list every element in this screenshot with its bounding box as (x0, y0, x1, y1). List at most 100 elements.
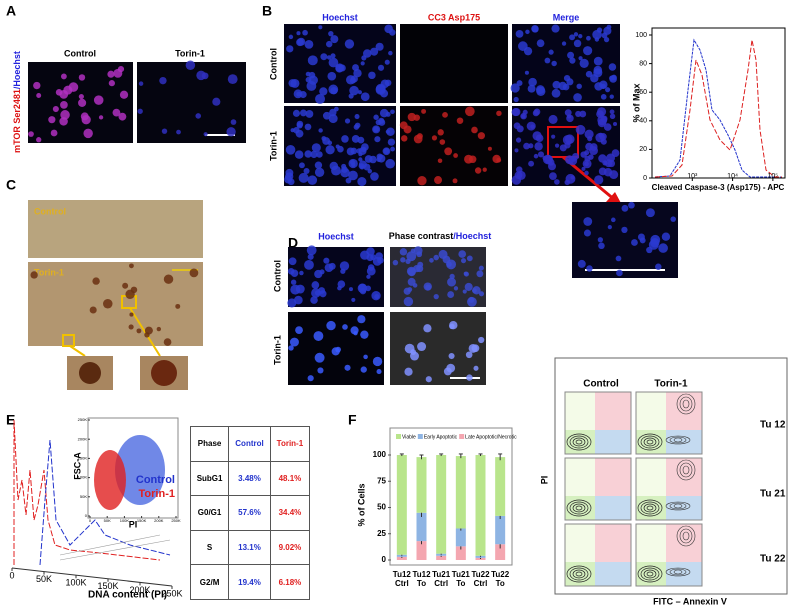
cell (310, 150, 318, 159)
cell (354, 114, 360, 120)
contour (669, 502, 687, 510)
cell (533, 153, 539, 159)
contour (673, 503, 683, 509)
y-tick-label: 75 (377, 476, 386, 485)
cell (339, 261, 350, 271)
label-part: /Hoechst (12, 51, 22, 89)
quadrant (565, 496, 595, 520)
x-tick-label: Tu22 Ctrl (471, 570, 490, 588)
cell (299, 270, 304, 276)
y-tick-label: 150K (78, 455, 88, 460)
cell (612, 121, 618, 127)
y-tick-label: 0 (85, 513, 88, 518)
cell (537, 151, 545, 158)
cell (516, 170, 526, 180)
cell (444, 147, 453, 156)
cell (599, 133, 607, 141)
cell (496, 110, 502, 117)
plot-frame (635, 523, 703, 587)
cell (458, 250, 467, 258)
cell (433, 254, 439, 261)
contour (669, 568, 687, 576)
cell (284, 175, 293, 184)
cell (583, 229, 591, 237)
cell (195, 113, 202, 119)
panel-label: D (288, 235, 298, 251)
axis-label: FITC – Annexin V (653, 596, 727, 606)
cell (404, 367, 413, 376)
cell (584, 170, 589, 176)
cell (325, 145, 335, 155)
cell (314, 167, 325, 178)
contour (572, 437, 586, 447)
cell (586, 265, 593, 272)
cell (616, 269, 623, 277)
contour (569, 501, 589, 515)
micrograph (28, 262, 203, 346)
cell (176, 129, 181, 135)
quadrant (565, 430, 595, 454)
cell (68, 82, 79, 92)
cell (294, 150, 304, 159)
cell (310, 296, 318, 304)
cell (314, 352, 325, 363)
cell (603, 161, 608, 166)
table-cell: 19.4% (228, 564, 271, 600)
cell (350, 159, 356, 165)
cell (514, 148, 519, 153)
cell (302, 29, 308, 36)
cell (577, 259, 586, 268)
x-tick-label: 150K (137, 518, 147, 523)
x-tick-label: 100K (65, 578, 86, 588)
cell (639, 237, 646, 244)
cell (335, 346, 341, 353)
cell (353, 124, 360, 130)
label-part: /Hoechst (453, 231, 491, 241)
cell (313, 331, 324, 341)
cell (413, 265, 421, 273)
cell (112, 108, 121, 117)
table-cell: 3.48% (228, 460, 271, 497)
cell (335, 144, 340, 149)
cell (311, 281, 320, 289)
cell (510, 83, 520, 93)
cell (438, 249, 448, 259)
cell (399, 248, 408, 256)
legend-label: Late Apoptotic/Necrotic (465, 434, 517, 440)
cell (594, 37, 600, 42)
cell (374, 136, 381, 143)
table-header: Phase (189, 426, 230, 462)
cell (655, 263, 662, 271)
cell (59, 89, 69, 99)
cell (392, 259, 399, 266)
cell (525, 29, 530, 35)
table-cell: S (189, 529, 230, 566)
x-tick-label: Tu21 To (451, 570, 470, 588)
cell (161, 128, 168, 134)
legend-swatch (459, 434, 465, 439)
hatching (59, 534, 171, 561)
cell (496, 157, 502, 163)
cell (429, 258, 434, 263)
cell (129, 263, 134, 269)
cell (341, 135, 349, 143)
cell (466, 255, 473, 262)
contour (569, 435, 589, 449)
cell (551, 24, 560, 33)
axis-label: DNA content (PI) (88, 590, 167, 601)
cell (78, 74, 86, 81)
y-tick-label: 200K (78, 436, 88, 441)
cell (316, 151, 323, 158)
cell (466, 374, 473, 381)
contour (640, 501, 660, 515)
contour (673, 569, 683, 575)
cell (551, 134, 556, 139)
label-part: mTOR Ser2481 (12, 89, 22, 153)
plot-frame (635, 391, 703, 455)
cell (288, 257, 297, 266)
cell (340, 268, 346, 274)
cell (453, 153, 458, 158)
cell (583, 46, 593, 56)
cell (344, 118, 351, 124)
cell (515, 137, 522, 143)
